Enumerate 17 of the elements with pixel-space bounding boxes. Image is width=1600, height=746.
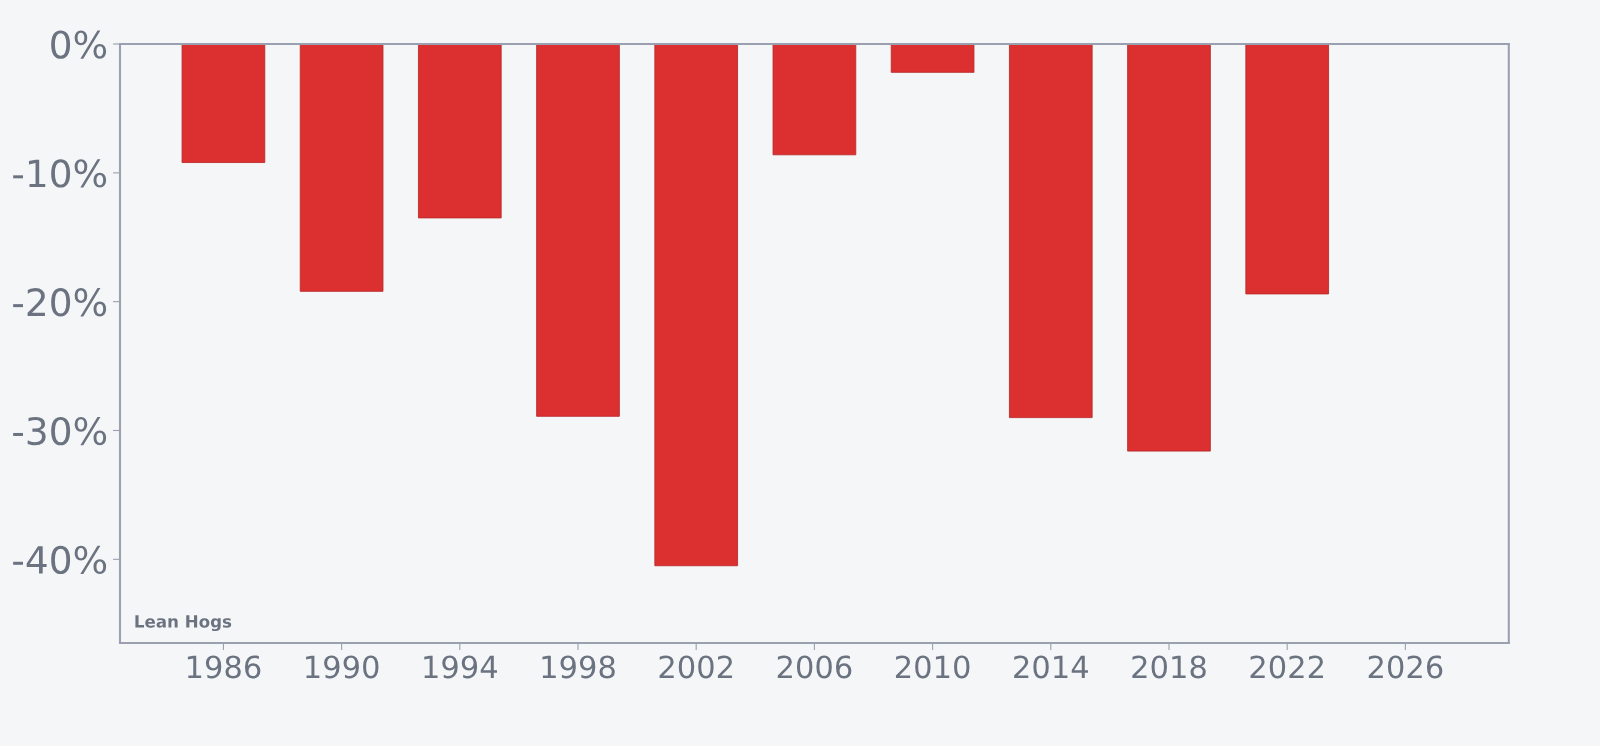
y-tick-label: -10%: [13, 159, 107, 188]
y-tick-label: -20%: [13, 288, 107, 317]
x-tick-label: 2006: [777, 655, 852, 679]
annotation: Lean Hogs: [135, 615, 232, 632]
y-tick-label: 0%: [51, 30, 107, 59]
x-tick-label: 1986: [187, 655, 261, 679]
x-tick-label: 2018: [1132, 655, 1206, 679]
x-tick-label: 1994: [424, 655, 497, 679]
x-tick-label: 2014: [1014, 655, 1088, 679]
y-tick-label: -30%: [13, 416, 107, 446]
x-tick-label: 2022: [1250, 655, 1323, 679]
x-tick-label: 1990: [306, 655, 379, 679]
x-tick-label: 2002: [659, 655, 733, 679]
x-tick-label: 2010: [895, 655, 970, 679]
x-tick-label: 1998: [542, 655, 615, 679]
y-tick-label: -40%: [13, 545, 107, 575]
x-tick-label: 2026: [1368, 655, 1443, 679]
